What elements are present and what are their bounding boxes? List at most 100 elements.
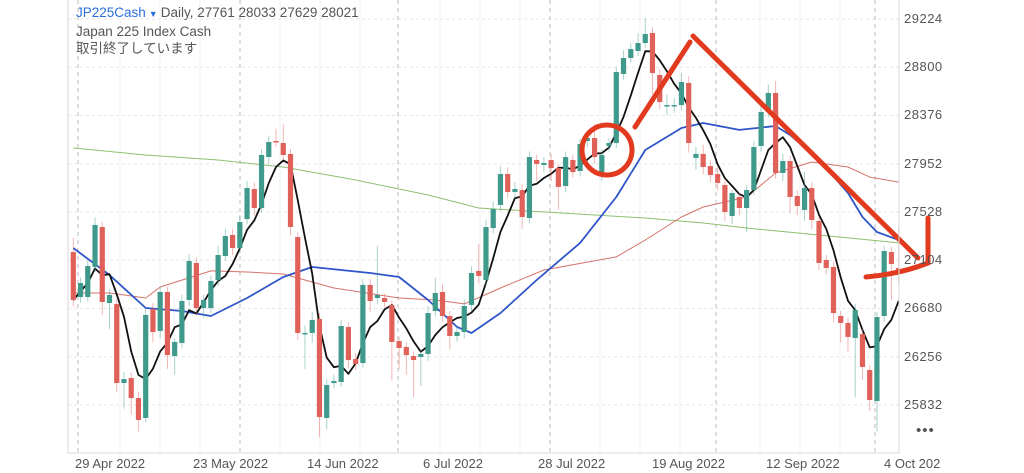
more-options-icon[interactable]: ••• xyxy=(916,422,935,439)
candle xyxy=(483,219,489,286)
annotation-trend-line[interactable] xyxy=(690,33,921,261)
date-tick-label: 4 Oct 202 xyxy=(884,456,941,471)
candle-body xyxy=(751,147,757,191)
annotation-hook[interactable] xyxy=(863,215,931,280)
candle-body xyxy=(765,92,771,112)
candle xyxy=(164,286,171,369)
candle-body xyxy=(432,293,438,311)
candle-body xyxy=(599,154,605,174)
candle-body xyxy=(367,284,373,301)
candle xyxy=(570,154,576,178)
candle xyxy=(859,328,866,381)
symbol-selector[interactable]: JP225Cash xyxy=(76,5,146,20)
annotation-up-line[interactable] xyxy=(632,39,693,130)
candle xyxy=(476,243,482,284)
candle xyxy=(722,181,728,221)
candle xyxy=(106,289,113,329)
candle-body xyxy=(287,153,294,228)
price-tick-label: 26256 xyxy=(904,348,943,364)
candle-body xyxy=(222,236,228,257)
candle xyxy=(251,182,257,216)
candle xyxy=(403,342,409,375)
candle-body xyxy=(251,189,257,209)
candle-body xyxy=(324,384,330,418)
candle xyxy=(794,190,800,216)
candle xyxy=(418,349,424,386)
candle-body xyxy=(620,58,627,74)
candle xyxy=(389,300,395,381)
candle-body xyxy=(635,43,641,51)
candle-body xyxy=(859,333,866,367)
candle-body xyxy=(201,299,207,309)
candle xyxy=(309,311,315,343)
candle xyxy=(758,105,764,152)
candle xyxy=(635,33,641,56)
candle xyxy=(374,245,380,304)
candle xyxy=(114,299,120,392)
candle xyxy=(338,319,344,388)
candle xyxy=(287,149,294,236)
candle xyxy=(801,171,808,221)
candle xyxy=(881,245,887,323)
candle-body xyxy=(309,319,315,333)
price-tick-label: 27952 xyxy=(904,155,943,171)
candle xyxy=(505,167,511,199)
candle xyxy=(143,308,149,423)
candle xyxy=(280,124,286,161)
candle-body xyxy=(128,378,134,399)
candle-body xyxy=(787,161,793,197)
candle xyxy=(157,286,163,339)
candle-body xyxy=(273,140,279,143)
candle xyxy=(490,201,496,234)
candle xyxy=(360,278,366,368)
candle xyxy=(70,237,76,307)
candle-body xyxy=(425,313,431,355)
candle xyxy=(229,228,236,256)
candle xyxy=(751,141,757,195)
candle xyxy=(736,192,742,216)
candle-body xyxy=(845,322,851,337)
candle-body xyxy=(454,332,460,337)
candle xyxy=(258,149,265,213)
candle xyxy=(172,338,178,375)
candle-body xyxy=(266,142,272,158)
candle-body xyxy=(360,284,366,363)
candle xyxy=(179,294,185,349)
candle xyxy=(707,160,714,183)
candle-body xyxy=(570,159,576,173)
candle-body xyxy=(881,251,887,316)
candle-body xyxy=(331,380,337,384)
candle xyxy=(606,137,612,152)
candle-body xyxy=(577,144,583,172)
candle-body xyxy=(519,190,525,218)
drawn-annotations[interactable] xyxy=(579,33,931,280)
annotation-circle[interactable] xyxy=(579,122,635,178)
candle xyxy=(649,27,656,95)
candle-body xyxy=(671,105,677,107)
candle-body xyxy=(316,318,323,418)
candle-body xyxy=(77,282,84,297)
candle xyxy=(830,261,837,323)
candle-body xyxy=(85,266,91,297)
candle-body xyxy=(476,270,482,276)
candle-body xyxy=(447,315,453,337)
candle xyxy=(439,283,446,323)
candle xyxy=(222,228,228,261)
candle-body xyxy=(193,262,199,309)
candle xyxy=(135,391,142,432)
candle-body xyxy=(838,315,844,323)
dropdown-caret-icon[interactable]: ▼ xyxy=(148,9,158,19)
candle-body xyxy=(439,291,446,316)
candle-body xyxy=(664,105,670,107)
candle-body xyxy=(345,327,352,361)
candle-body xyxy=(295,237,301,333)
candle-body xyxy=(722,185,728,212)
candle-body xyxy=(707,166,714,176)
candle xyxy=(382,293,388,308)
candle-body xyxy=(888,252,895,264)
candle-body xyxy=(468,272,475,305)
candle-body xyxy=(736,196,742,209)
candle xyxy=(700,144,706,175)
candle-body xyxy=(512,189,518,192)
